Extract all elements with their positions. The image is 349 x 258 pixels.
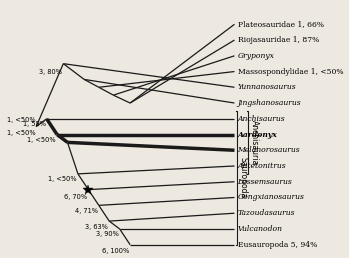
Text: Jingshanosaurus: Jingshanosaurus — [238, 99, 301, 107]
Text: 3, 63%: 3, 63% — [85, 224, 108, 230]
Text: 1, <50%: 1, <50% — [7, 117, 35, 123]
Text: Eusauropoda 5, 94%: Eusauropoda 5, 94% — [238, 241, 317, 249]
Text: 6, 100%: 6, 100% — [102, 248, 129, 254]
Text: 3, 90%: 3, 90% — [96, 231, 119, 237]
Text: Gongxianosaurus: Gongxianosaurus — [238, 194, 304, 201]
Text: 1, <50%: 1, <50% — [7, 130, 35, 136]
Text: Melanorosaurus: Melanorosaurus — [238, 146, 300, 154]
Text: 1, 58%: 1, 58% — [23, 121, 46, 127]
Text: Massospondylidae 1, <50%: Massospondylidae 1, <50% — [238, 68, 343, 76]
Text: Anchisaurus: Anchisaurus — [238, 115, 285, 123]
Text: Tazoudasaurus: Tazoudasaurus — [238, 209, 295, 217]
Text: Lessemsaurus: Lessemsaurus — [238, 178, 292, 186]
Text: Sauropoda: Sauropoda — [239, 157, 248, 198]
Text: Plateosauridae 1, 66%: Plateosauridae 1, 66% — [238, 20, 324, 28]
Text: Aardonyx: Aardonyx — [238, 131, 277, 139]
Text: 3, 80%: 3, 80% — [39, 69, 62, 75]
Text: Gryponyx: Gryponyx — [238, 52, 274, 60]
Text: 1, <50%: 1, <50% — [27, 137, 56, 143]
Text: Anchisauria: Anchisauria — [250, 120, 259, 165]
Text: 6, 70%: 6, 70% — [64, 194, 87, 200]
Text: Vulcanodon: Vulcanodon — [238, 225, 283, 233]
Text: 1, <50%: 1, <50% — [48, 176, 77, 182]
Text: Yunnanosaurus: Yunnanosaurus — [238, 83, 296, 91]
Text: Antetonitrus: Antetonitrus — [238, 162, 286, 170]
Text: Riojasauridae 1, 87%: Riojasauridae 1, 87% — [238, 36, 319, 44]
Text: 4, 71%: 4, 71% — [75, 208, 98, 214]
